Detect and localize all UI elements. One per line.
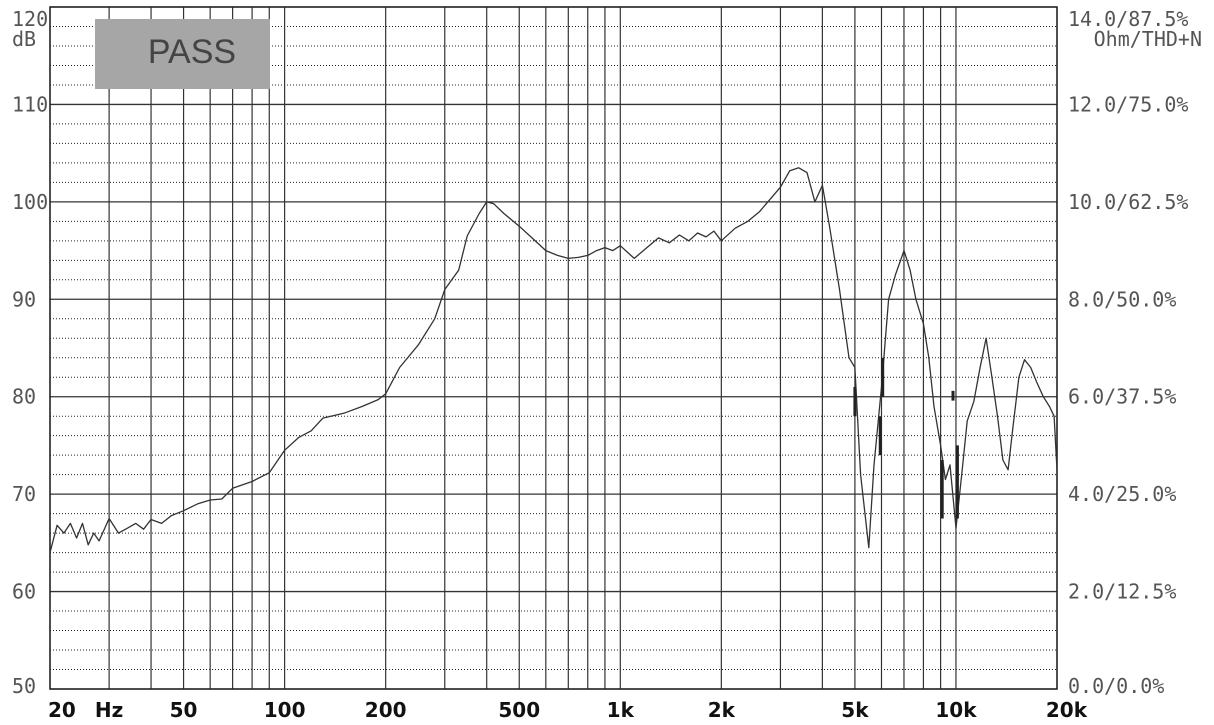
y-tick-label: 110 bbox=[12, 92, 48, 116]
plot-grid bbox=[49, 6, 1058, 690]
y2-tick-label: 10.0/62.5% bbox=[1068, 190, 1188, 214]
x-tick-label: Hz bbox=[95, 698, 123, 722]
y2-tick-label: 4.0/25.0% bbox=[1068, 482, 1176, 506]
y-tick-label: 60 bbox=[12, 580, 36, 604]
y2-tick-label: 14.0/87.5% bbox=[1068, 7, 1188, 31]
x-tick-label: 20k bbox=[1046, 698, 1088, 722]
x-tick-label: 500 bbox=[498, 698, 540, 722]
x-tick-label: 10k bbox=[935, 698, 977, 722]
y-tick-label: 90 bbox=[12, 287, 36, 311]
response-series bbox=[49, 167, 1058, 553]
y-tick-label: 100 bbox=[12, 190, 48, 214]
x-tick-label: 20 bbox=[48, 698, 76, 722]
right-unit-label: Ohm/THD+N bbox=[1094, 27, 1202, 51]
y-tick-label: 50 bbox=[12, 674, 36, 698]
y2-tick-label: 8.0/50.0% bbox=[1068, 287, 1176, 311]
x-tick-label: 200 bbox=[365, 698, 407, 722]
y-tick-label: 120 bbox=[12, 7, 48, 31]
x-tick-label: 2k bbox=[708, 698, 736, 722]
x-tick-label: 50 bbox=[170, 698, 198, 722]
y2-tick-label: 12.0/75.0% bbox=[1068, 92, 1188, 116]
series-line bbox=[49, 167, 1058, 553]
pass-badge-label: PASS bbox=[148, 33, 236, 71]
axis-labels: dB Ohm/THD+N 120 110 100 90 80 70 60 50 14.0/87.… bbox=[12, 7, 1202, 722]
pass-badge-box bbox=[95, 19, 270, 89]
y2-tick-label: 6.0/37.5% bbox=[1068, 385, 1176, 409]
x-tick-label: 5k bbox=[841, 698, 869, 722]
y-tick-label: 70 bbox=[12, 482, 36, 506]
y2-tick-label: 0.0/0.0% bbox=[1068, 674, 1164, 698]
y-tick-label: 80 bbox=[12, 385, 36, 409]
y2-tick-label: 2.0/12.5% bbox=[1068, 580, 1176, 604]
plot-border bbox=[49, 6, 1058, 690]
pass-badge: PASS bbox=[95, 19, 270, 89]
left-unit-label: dB bbox=[12, 27, 36, 51]
x-tick-label: 100 bbox=[264, 698, 306, 722]
x-tick-label: 1k bbox=[607, 698, 635, 722]
